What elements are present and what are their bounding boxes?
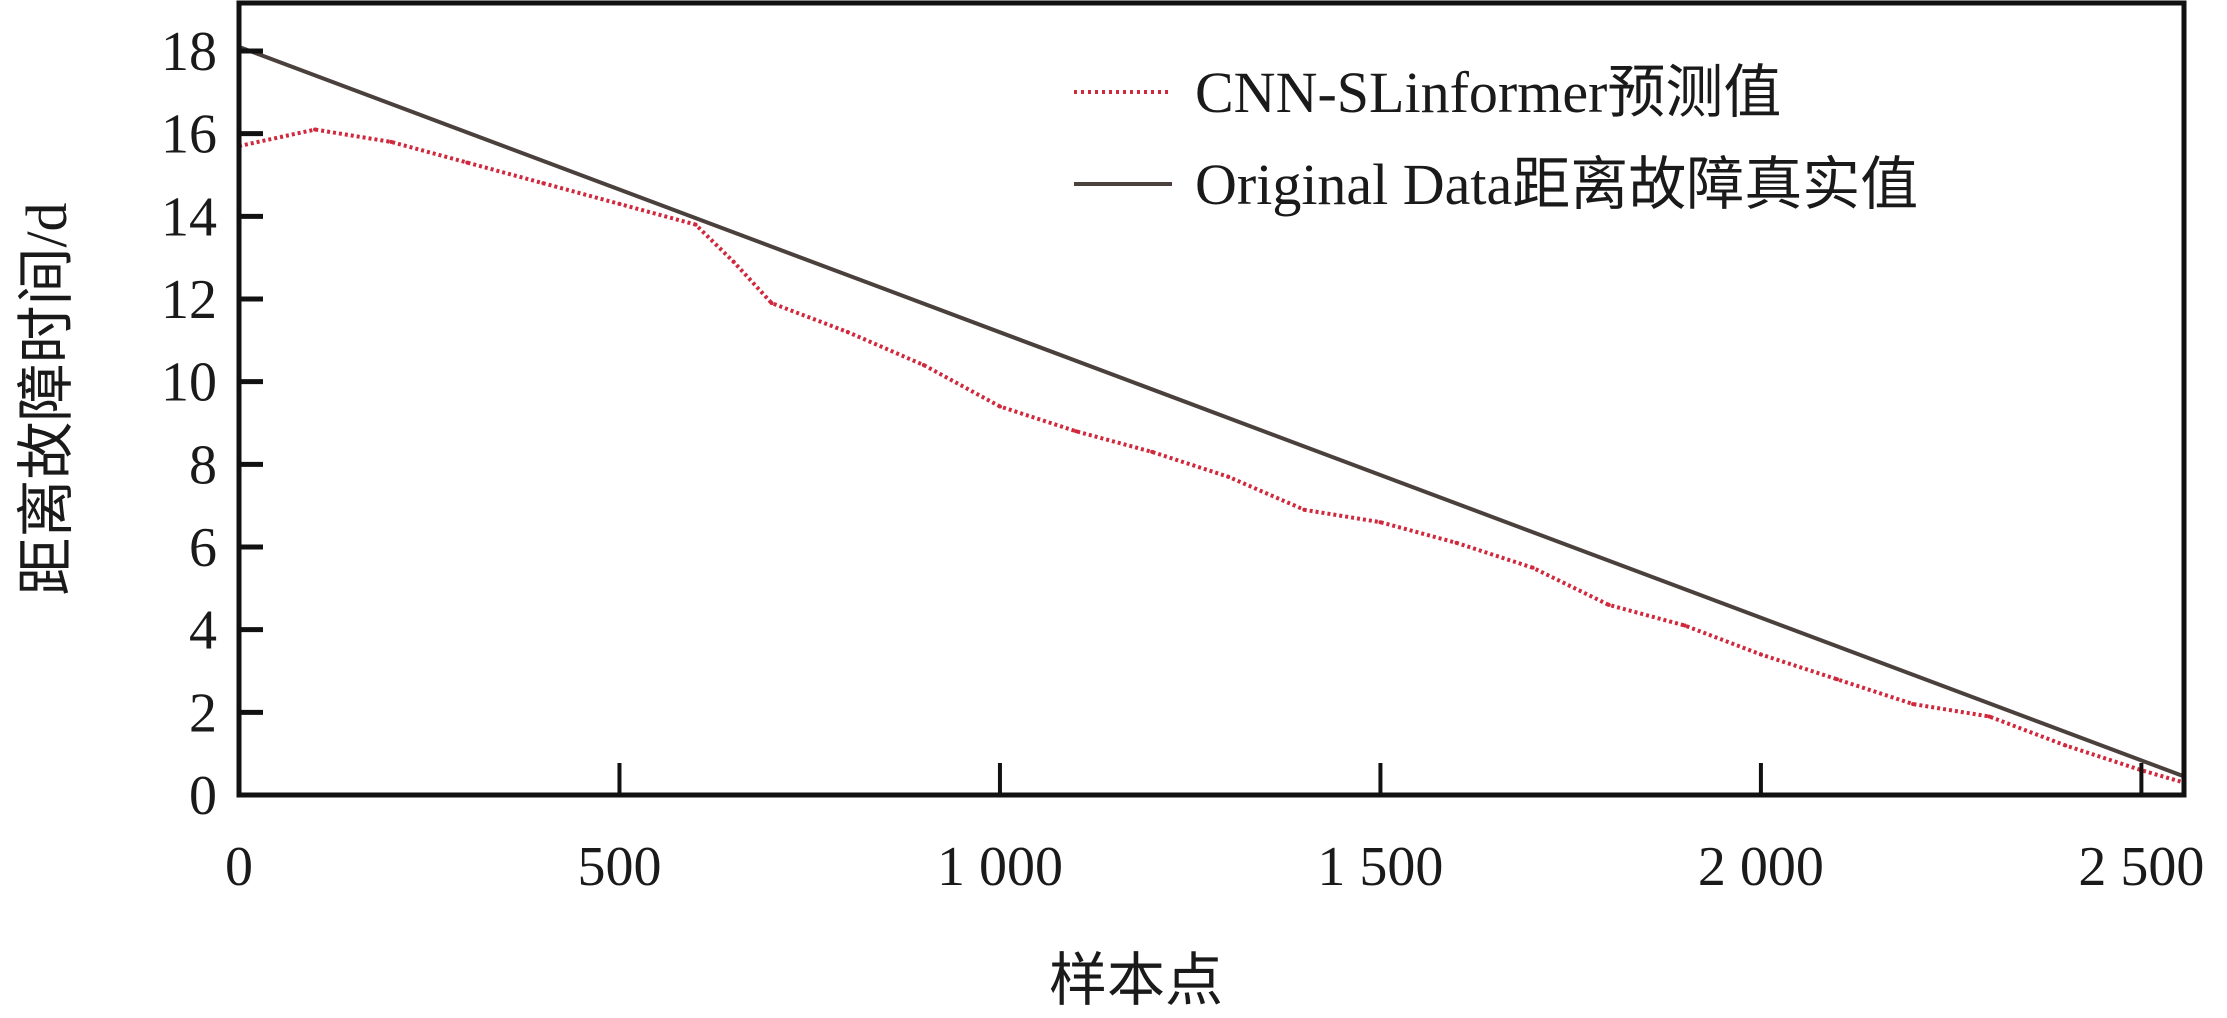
prediction-point [1150, 449, 1155, 454]
prediction-point [1758, 652, 1763, 657]
prediction-point [1226, 474, 1231, 479]
x-axis-label: 样本点 [1049, 948, 1223, 1013]
x-tick-label: 1 000 [937, 836, 1063, 898]
prediction-point [541, 181, 546, 186]
x-tick-label: 1 500 [1317, 836, 1443, 898]
y-tick-label: 8 [189, 434, 217, 496]
y-tick-label: 14 [161, 186, 217, 248]
prediction-point [2063, 743, 2068, 748]
prediction-point [1074, 429, 1079, 434]
y-tick-label: 12 [161, 269, 217, 331]
x-tick-label: 500 [577, 836, 661, 898]
prediction-point [997, 404, 1002, 409]
axis-ticks: 0 2 4 6 8 10 12 14 16 18 0 500 1 000 1 500 2 000 2 500 [161, 21, 2204, 898]
prediction-point [731, 259, 736, 264]
x-tick-label: 0 [225, 836, 253, 898]
x-tick-label: 2 000 [1698, 836, 1824, 898]
y-tick-label: 2 [189, 682, 217, 744]
prediction-point [313, 127, 318, 132]
prediction-point [1302, 507, 1307, 512]
prediction-point [845, 330, 850, 335]
prediction-point [1454, 540, 1459, 545]
prediction-point [1911, 702, 1916, 707]
plot-area [237, 44, 2186, 785]
prediction-point [921, 363, 926, 368]
y-tick-label: 16 [161, 104, 217, 166]
y-tick-label: 10 [161, 352, 217, 414]
y-tick-label: 0 [189, 765, 217, 827]
prediction-point [769, 301, 774, 306]
prediction-point [1530, 565, 1535, 570]
legend-label-prediction: CNN-SLinformer预测值 [1195, 60, 1781, 125]
prediction-point [1835, 677, 1840, 682]
y-axis-label: 距离故障时间/d [14, 202, 79, 595]
x-tick-label: 2 500 [2078, 836, 2204, 898]
legend: CNN-SLinformer预测值 Original Data距离故障真实值 [1074, 60, 1918, 217]
prediction-point [389, 139, 394, 144]
prediction-point [693, 222, 698, 227]
y-tick-label: 6 [189, 517, 217, 579]
prediction-point [465, 160, 470, 165]
y-tick-label: 18 [161, 21, 217, 83]
prediction-point [617, 201, 622, 206]
series-original-line [238, 44, 2185, 779]
series-prediction-line [238, 127, 2185, 785]
y-tick-label: 4 [189, 600, 217, 662]
prediction-point [1378, 520, 1383, 525]
legend-label-original: Original Data距离故障真实值 [1195, 152, 1918, 217]
prediction-point [1606, 602, 1611, 607]
plot-frame [236, 0, 2187, 798]
prediction-point [1987, 714, 1992, 719]
prediction-point [1682, 623, 1687, 628]
